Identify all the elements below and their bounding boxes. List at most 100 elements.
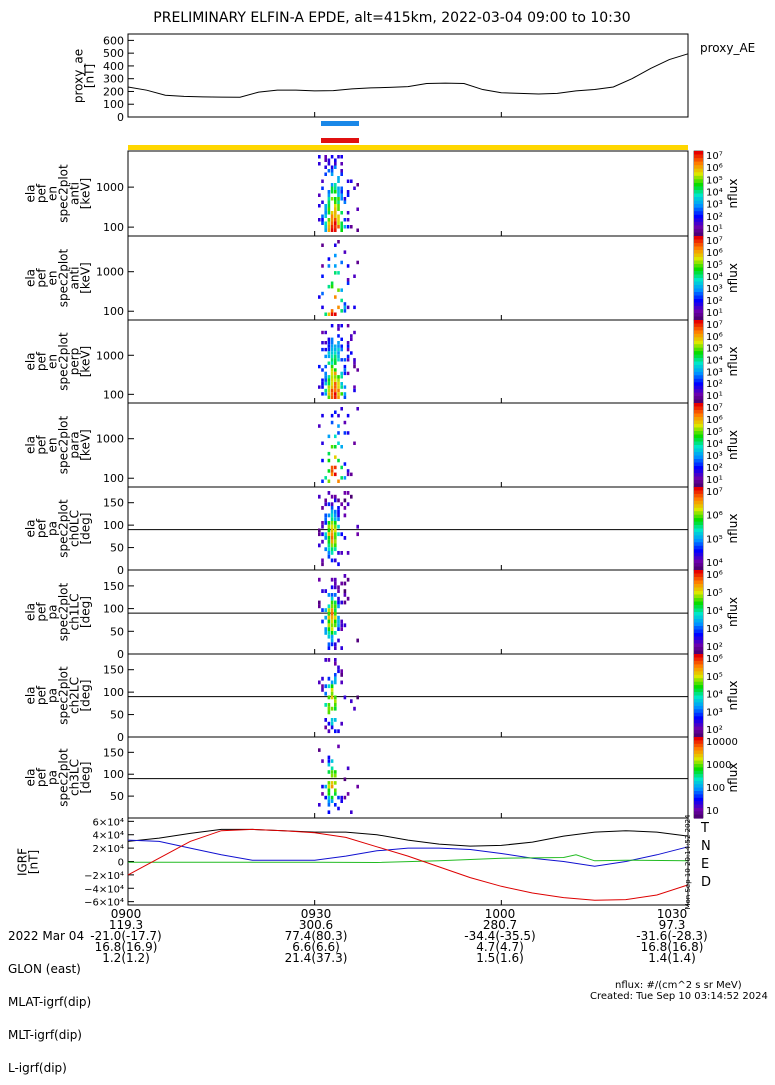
spectrogram-cell: [327, 792, 331, 796]
colorbar-segment: [694, 151, 703, 156]
s7-ylabel: elapefpaspec2plotch2LC[deg]: [24, 666, 93, 725]
created-stamp: Created: Tue Sep 10 03:14:52 2024: [590, 991, 768, 1002]
spectrogram-cell: [330, 341, 334, 345]
spectrogram-cell: [327, 211, 331, 215]
spectrogram-cell: [327, 221, 331, 225]
spectrogram-cell: [340, 619, 343, 624]
spectrogram-cell: [324, 225, 327, 229]
ae-tick-label: 100: [103, 98, 124, 111]
spectrogram-cell: [321, 458, 324, 463]
spectrogram-cell: [324, 703, 327, 707]
colorbar-segment: [694, 570, 703, 575]
spectrogram-cell: [321, 441, 324, 445]
cb2-tick-label: 10⁶: [706, 248, 723, 259]
colorbar-segment: [694, 612, 703, 617]
colorbar-segment: [694, 743, 703, 748]
spectrogram-cell: [327, 642, 331, 647]
spectrogram-cell: [337, 524, 340, 529]
spectrogram-cell: [324, 517, 327, 522]
spectrogram-cell: [324, 221, 327, 225]
spectrogram-cell: [327, 781, 331, 785]
cb6-tick-label: 10⁶: [706, 570, 723, 581]
spectrogram-cell: [318, 193, 321, 197]
spectrogram-cell: [337, 623, 340, 628]
spectrogram-cell: [327, 612, 331, 616]
spectrogram-cell: [334, 604, 337, 609]
spectrogram-cell: [327, 344, 331, 348]
spectrogram-cell: [353, 274, 356, 278]
spectrogram-cell: [324, 521, 327, 525]
ae-legend: proxy_AE: [700, 41, 755, 55]
spectrogram-cell: [330, 608, 334, 612]
spectrogram-cell: [327, 347, 331, 352]
spectrogram-cell: [340, 600, 343, 605]
cb4-tick-label: 10¹: [706, 475, 723, 486]
colorbar-segment: [694, 476, 703, 481]
cb7-tick-label: 10³: [706, 707, 723, 718]
spectrogram-cell: [334, 410, 337, 414]
colorbar-segment: [694, 309, 703, 314]
ylabel-line: [keV]: [79, 429, 93, 460]
colorbar-segment: [694, 685, 703, 690]
spectrogram-cell: [327, 502, 331, 507]
spectrogram-cell: [343, 476, 347, 480]
spectrogram-cell: [318, 364, 321, 369]
cb3-tick-label: 10⁷: [706, 320, 723, 331]
spectrogram-cell: [343, 392, 347, 396]
spectrogram-cell: [334, 524, 337, 529]
s1-ylabel: elapefenspec2plotanti[keV]: [24, 164, 93, 223]
spectrogram-cell: [343, 462, 347, 466]
spectrogram-cell: [340, 795, 343, 800]
ylabel-line: ela: [24, 269, 38, 287]
spectrogram-cell: [327, 554, 331, 559]
spectrogram-cell: [337, 806, 340, 811]
spectrogram-cell: [340, 298, 343, 303]
colorbar-segment: [694, 681, 703, 686]
spectrogram-cell: [334, 351, 337, 355]
spectrogram-cell: [346, 577, 350, 582]
spectrogram-cell: [318, 155, 321, 159]
colorbar-segment: [694, 753, 703, 758]
spectrogram-cell: [337, 638, 340, 643]
spectrogram-cell: [334, 388, 337, 393]
yellow-coverage-bar: [128, 145, 688, 150]
colorbar-label: nflux: [726, 347, 740, 377]
colorbar-segment: [694, 538, 703, 543]
spectrogram-cell: [324, 498, 327, 503]
spectrogram-cell: [324, 476, 327, 480]
spectrogram-cell: [318, 604, 321, 609]
spectrogram-cell: [327, 225, 331, 229]
spectrogram-cell: [350, 494, 353, 499]
colorbar-segment: [694, 313, 703, 318]
colorbar-segment: [694, 723, 703, 728]
spectrogram-cell: [337, 589, 340, 593]
s8-tick-label: 100: [103, 768, 124, 781]
igrf-legend-T: T: [700, 821, 709, 836]
spectrogram-cell: [321, 368, 324, 372]
colorbar-segment: [694, 448, 703, 453]
colorbar-segment: [694, 709, 703, 714]
colorbar-segment: [694, 246, 703, 251]
spectrogram-cell: [330, 638, 334, 643]
colorbar-segment: [694, 260, 703, 265]
spectrogram-cell: [340, 172, 343, 176]
spectrogram-cell: [324, 536, 327, 540]
spectrogram-cell: [321, 479, 324, 483]
spectrogram-cell: [346, 371, 350, 376]
s2-ylabel: elapefenspec2plotanti[keV]: [24, 248, 93, 307]
spectrogram-cell: [330, 375, 334, 379]
colorbar-segment: [694, 660, 703, 665]
spectrogram-cell: [346, 278, 350, 282]
spectrogram-cell: [330, 536, 334, 540]
igrf-legend-D: D: [701, 875, 711, 890]
spectrogram-cell: [346, 324, 350, 328]
spectrogram-cell: [330, 155, 334, 159]
spectrogram-cell: [346, 491, 350, 495]
colorbar-segment: [694, 179, 703, 184]
spectrogram-cell: [337, 431, 340, 435]
colorbar-segment: [694, 221, 703, 226]
spectrogram-cell: [334, 658, 337, 662]
spectrogram-cell: [334, 547, 337, 552]
spectrogram-cell: [350, 337, 353, 341]
ylabel-line: ela: [24, 184, 38, 202]
